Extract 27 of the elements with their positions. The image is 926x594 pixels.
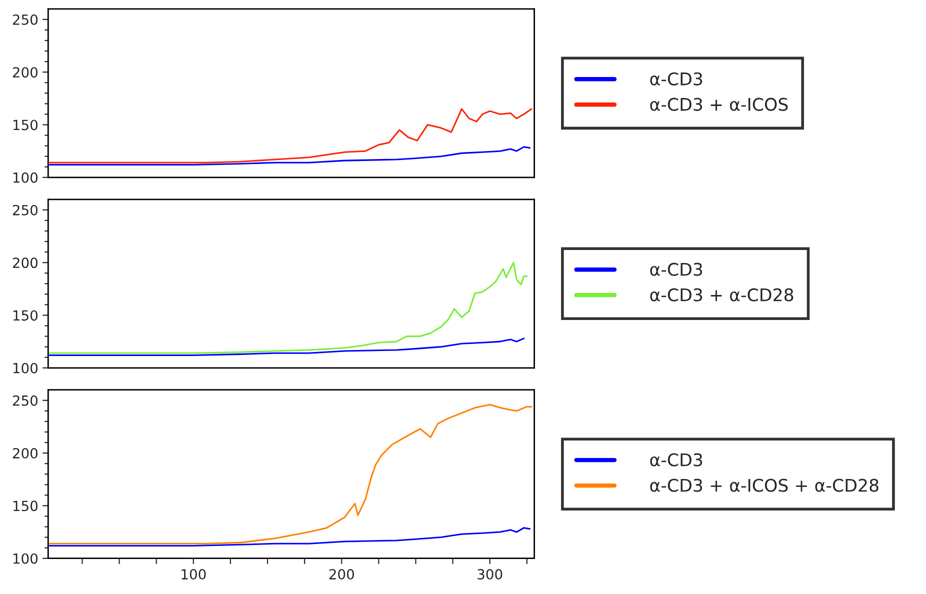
y-tick-label: 100 bbox=[13, 172, 38, 183]
line-series bbox=[48, 338, 525, 356]
legend-label: α-CD3 bbox=[650, 262, 702, 276]
legend-label: α-CD3 + α-ICOS bbox=[650, 98, 788, 111]
y-tick-label: 250 bbox=[12, 395, 38, 406]
y-tick-label: 250 bbox=[12, 14, 38, 25]
y-tick-label: 150 bbox=[13, 500, 38, 512]
x-tick-label: 100 bbox=[182, 569, 206, 580]
y-tick-label: 100 bbox=[13, 362, 38, 374]
legend-label: α-CD3 bbox=[650, 453, 702, 466]
legend-label: α-CD3 + α-CD28 bbox=[650, 288, 794, 302]
line-series bbox=[48, 527, 531, 546]
y-tick-label: 200 bbox=[12, 448, 38, 459]
legend-label: α-CD3 bbox=[650, 72, 702, 86]
legend-label: α-CD3 + α-ICOS + α-CD28 bbox=[650, 478, 878, 492]
y-tick-label: 150 bbox=[13, 120, 38, 130]
y-tick-label: 150 bbox=[13, 310, 38, 321]
x-tick-label: 200 bbox=[329, 569, 354, 580]
y-tick-label: 200 bbox=[12, 258, 38, 268]
line-series bbox=[48, 404, 532, 544]
x-tick-label: 300 bbox=[478, 569, 502, 580]
line-series bbox=[48, 108, 532, 164]
y-tick-label: 250 bbox=[12, 204, 38, 216]
line-series bbox=[48, 146, 531, 166]
y-tick-label: 200 bbox=[12, 67, 38, 78]
y-tick-label: 100 bbox=[13, 553, 38, 564]
line-series bbox=[48, 262, 528, 354]
